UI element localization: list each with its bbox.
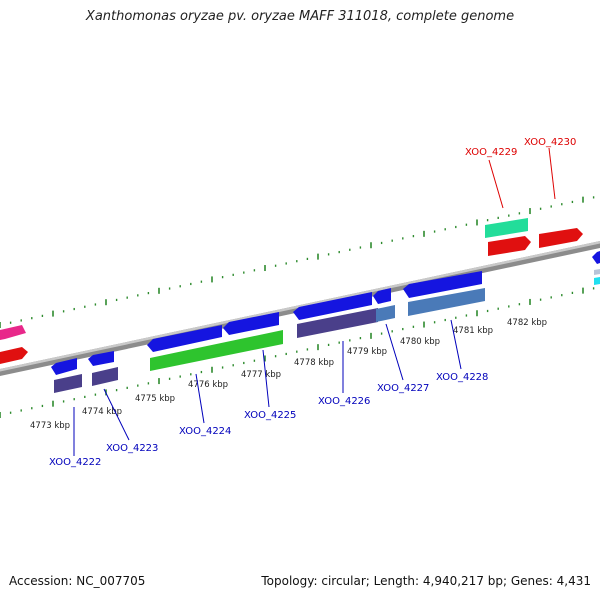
gene-label-xoo-4222[interactable]: XOO_4222 xyxy=(49,457,101,468)
gene-label-xoo-4229[interactable]: XOO_4229 xyxy=(465,147,517,158)
gene-labels: XOO_4222 XOO_4223 XOO_4224 XOO_4225 XOO_… xyxy=(49,137,576,468)
gene-label-xoo-4228[interactable]: XOO_4228 xyxy=(436,372,488,383)
gene-feature[interactable] xyxy=(373,288,391,304)
kbp-label: 4776 kbp xyxy=(188,380,228,390)
gene-feature[interactable] xyxy=(297,308,378,338)
gene-feature[interactable] xyxy=(88,351,114,366)
gene-feature[interactable] xyxy=(54,374,82,393)
gene-feature[interactable] xyxy=(592,251,600,264)
kbp-label: 4778 kbp xyxy=(294,358,334,368)
kbp-label: 4782 kbp xyxy=(507,318,547,328)
gene-feature[interactable] xyxy=(485,218,528,238)
kbp-label: 4775 kbp xyxy=(135,394,175,404)
gene-feature[interactable] xyxy=(92,367,118,386)
gene-feature[interactable] xyxy=(408,288,485,316)
gene-feature[interactable] xyxy=(293,292,372,320)
kbp-label: 4779 kbp xyxy=(347,347,387,357)
kbp-label: 4773 kbp xyxy=(30,421,70,431)
gene-feature[interactable] xyxy=(0,325,26,340)
map-title: Xanthomonas oryzae pv. oryzae MAFF 31101… xyxy=(85,9,515,24)
kbp-tick-labels: 4773 kbp 4774 kbp 4775 kbp 4776 kbp 4777… xyxy=(30,318,547,431)
gene-feature[interactable] xyxy=(223,312,279,335)
kbp-label: 4774 kbp xyxy=(82,407,122,417)
gene-label-leaders xyxy=(73,147,556,456)
gene-feature[interactable] xyxy=(376,305,395,322)
gene-feature[interactable] xyxy=(51,358,77,375)
kbp-label: 4780 kbp xyxy=(400,337,440,347)
gene-features xyxy=(0,218,600,393)
gene-feature[interactable] xyxy=(594,269,600,275)
kbp-label: 4781 kbp xyxy=(453,326,493,336)
gene-label-xoo-4224[interactable]: XOO_4224 xyxy=(179,426,231,437)
gene-feature[interactable] xyxy=(488,236,531,256)
gene-feature[interactable] xyxy=(150,330,283,371)
gene-label-xoo-4230[interactable]: XOO_4230 xyxy=(524,137,576,148)
gene-label-xoo-4227[interactable]: XOO_4227 xyxy=(377,383,429,394)
genome-stats-text: Topology: circular; Length: 4,940,217 bp… xyxy=(261,574,591,588)
gene-feature[interactable] xyxy=(594,277,600,285)
accession-text: Accession: NC_007705 xyxy=(9,574,146,588)
gene-label-xoo-4223[interactable]: XOO_4223 xyxy=(106,443,158,454)
gene-feature[interactable] xyxy=(539,228,583,248)
gene-feature[interactable] xyxy=(0,347,28,364)
kbp-label: 4777 kbp xyxy=(241,370,281,380)
gene-label-xoo-4226[interactable]: XOO_4226 xyxy=(318,396,370,407)
gene-feature[interactable] xyxy=(403,271,482,298)
gene-label-xoo-4225[interactable]: XOO_4225 xyxy=(244,410,296,421)
gene-feature[interactable] xyxy=(147,325,222,352)
lower-tick-ring xyxy=(0,287,595,418)
upper-tick-ring xyxy=(0,196,595,328)
